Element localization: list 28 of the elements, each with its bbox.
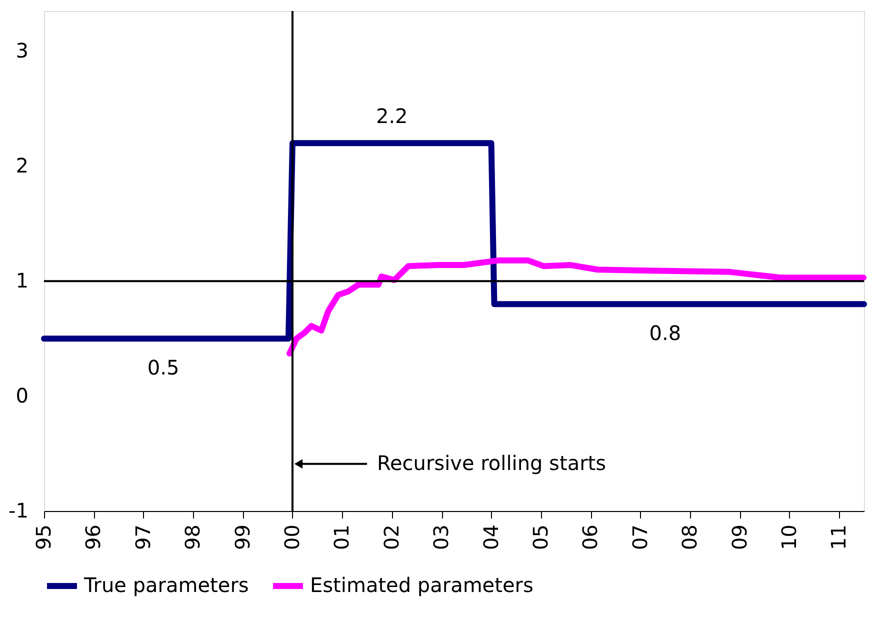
x-tick-label: 96: [81, 524, 106, 550]
x-tick-label: 00: [280, 524, 304, 550]
x-tick-label: 95: [32, 524, 56, 550]
x-tick-label: 03: [429, 524, 454, 550]
y-tick-label: -1: [8, 498, 28, 522]
x-tick-label: 97: [130, 524, 155, 550]
legend-label: True parameters: [83, 573, 249, 597]
annotation: 0.8: [649, 321, 682, 346]
x-tick-label: 99: [230, 524, 254, 550]
x-tick-label: 07: [628, 524, 652, 550]
annotation: Recursive rolling starts: [376, 450, 606, 475]
x-tick-label: 02: [379, 524, 404, 550]
y-tick-label: 3: [16, 38, 28, 63]
y-tick-label: 1: [16, 268, 28, 293]
legend-label: Estimated parameters: [310, 573, 534, 597]
x-tick-label: 08: [678, 524, 702, 550]
x-tick-label: 06: [578, 524, 602, 550]
x-tick-label: 98: [180, 524, 205, 550]
x-tick-label: 04: [478, 524, 503, 550]
annotation: 0.5: [147, 356, 180, 380]
x-tick-label: 09: [727, 524, 752, 550]
annotation: 2.2: [376, 104, 408, 128]
x-tick-label: 10: [776, 524, 801, 550]
x-tick-label: 05: [528, 524, 552, 550]
y-tick-label: 0: [16, 384, 28, 408]
y-tick-label: 2: [16, 154, 28, 178]
x-tick-label: 01: [330, 524, 354, 550]
x-tick-label: 11: [826, 524, 851, 550]
